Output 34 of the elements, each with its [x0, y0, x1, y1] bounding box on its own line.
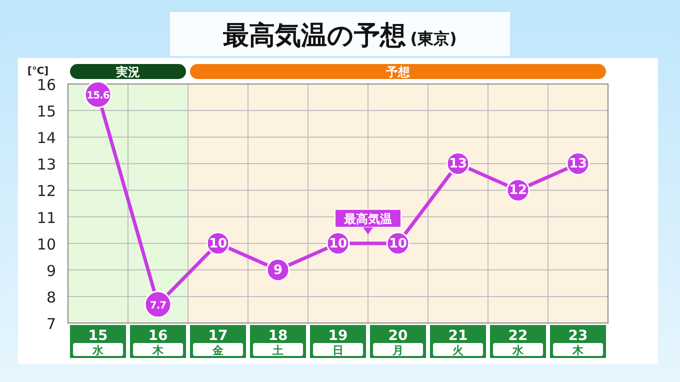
y-tick-label: 11 — [36, 208, 56, 227]
data-label: 13 — [568, 156, 588, 172]
y-tick-label: 12 — [36, 182, 56, 200]
y-tick-label: 7 — [46, 315, 56, 333]
x-tick-label: 19 日 — [328, 328, 348, 357]
data-label: 10 — [388, 236, 408, 252]
data-label: 10 — [208, 236, 228, 252]
y-tick-label: 13 — [36, 156, 56, 174]
chart-subtitle: (東京) — [410, 29, 457, 48]
band-label: 実況 — [115, 65, 140, 79]
y-tick-label: 16 — [36, 76, 56, 94]
data-label: 13 — [448, 156, 468, 172]
x-tick-label: 20 月 — [388, 328, 408, 357]
y-tick-label: 15 — [36, 102, 56, 121]
data-label: 7.7 — [150, 300, 167, 312]
data-label: 10 — [328, 236, 348, 252]
y-axis-title: [℃] — [27, 66, 49, 77]
data-label: 15.6 — [86, 90, 110, 102]
y-tick-label: 14 — [36, 129, 56, 148]
x-tick-label: 15 水 — [88, 328, 108, 357]
annotation: 最高気温 — [343, 212, 392, 226]
band-label: 予想 — [385, 65, 411, 79]
y-tick-label: 9 — [46, 262, 56, 280]
data-label: 12 — [508, 183, 528, 198]
x-tick-label: 16 木 — [148, 328, 168, 357]
x-tick-label: 22 水 — [508, 328, 528, 357]
data-label: 9 — [273, 262, 283, 278]
y-tick-label: 10 — [36, 235, 56, 254]
x-tick-label: 18 土 — [268, 328, 288, 357]
x-tick-label: 23 木 — [568, 328, 588, 357]
x-tick-label: 17 金 — [208, 328, 228, 357]
y-tick-label: 8 — [46, 288, 56, 306]
x-tick-label: 21 火 — [448, 328, 468, 357]
chart-title: 最高気温の予想 — [222, 21, 406, 51]
